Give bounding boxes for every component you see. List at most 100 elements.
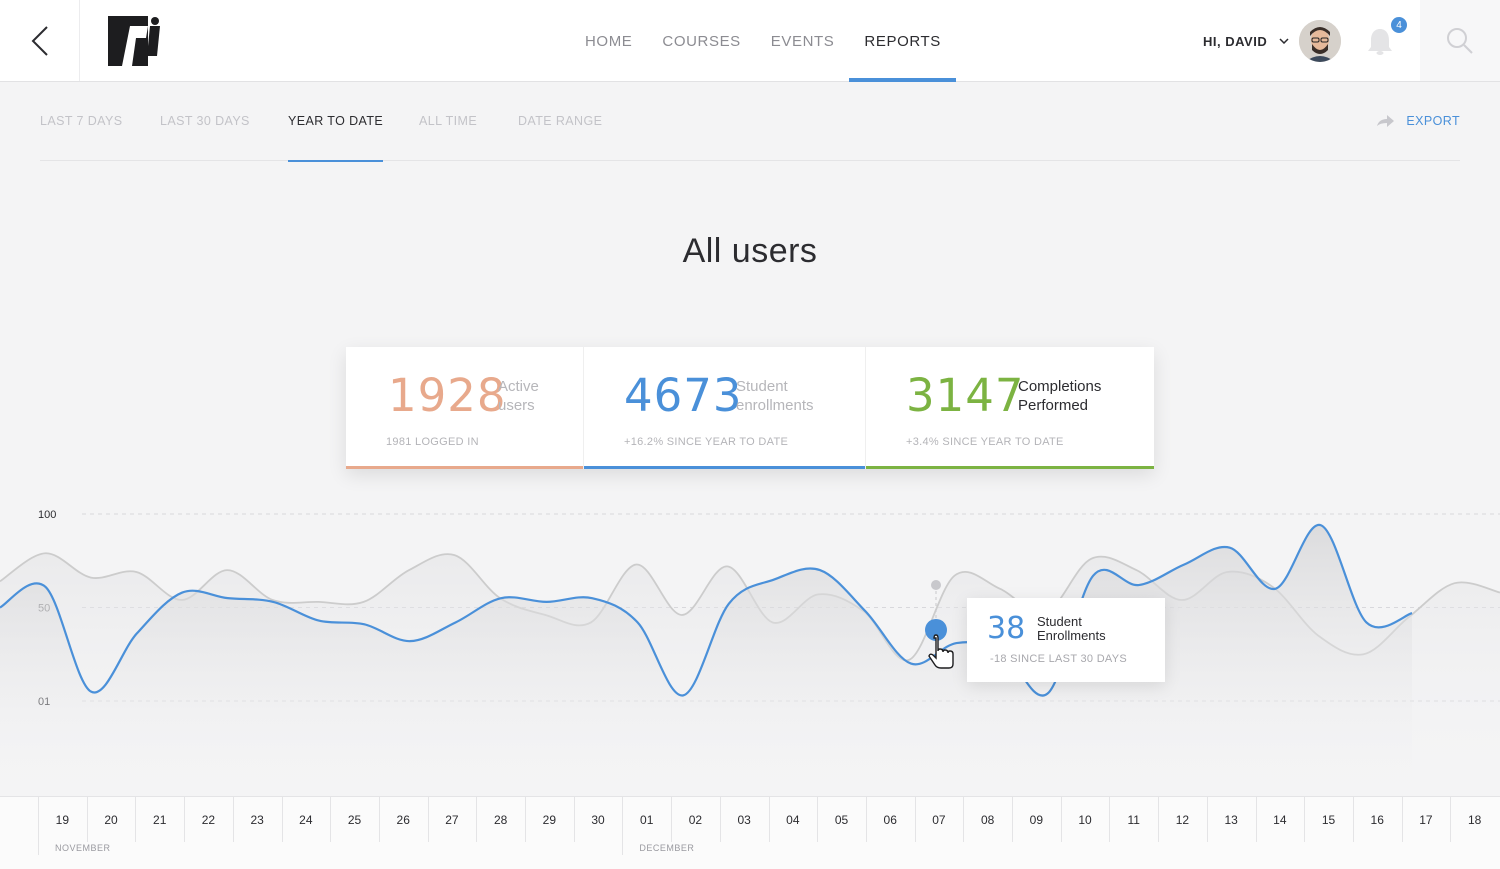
date-cell[interactable]: 17 [1419,812,1433,827]
date-cell[interactable]: 04 [786,812,800,827]
date-cell[interactable]: 24 [299,812,313,827]
date-cell[interactable]: 16 [1370,812,1384,827]
stat-card-completions[interactable]: 3147 Completions Performed +3.4% SINCE Y… [866,347,1154,469]
share-arrow-icon [1377,115,1395,127]
tooltip-sub: -18 SINCE LAST 30 DAYS [990,653,1128,665]
main-nav: HOME COURSES EVENTS REPORTS [570,0,957,82]
month-label: NOVEMBER [55,843,111,853]
chevron-left-icon [31,25,48,56]
stat-label-line2: enrollments [736,397,814,414]
date-divider [817,797,819,842]
date-cell[interactable]: 21 [153,812,167,827]
comparison-point [931,580,941,590]
date-divider [1450,797,1452,842]
nav-item-courses[interactable]: COURSES [662,32,741,50]
date-cell[interactable]: 23 [250,812,264,827]
date-cell[interactable]: 13 [1224,812,1238,827]
page-title: All users [682,232,818,270]
nav-item-home[interactable]: HOME [585,32,633,50]
date-divider [281,797,283,842]
user-menu[interactable]: HI, DAVID [1203,0,1289,82]
bell-icon [1368,29,1392,55]
search-button[interactable] [1420,0,1500,81]
date-cell[interactable]: 19 [55,812,70,827]
date-cell[interactable]: 08 [980,812,995,827]
series-area [0,524,1412,796]
stat-value: 3147 [906,369,1025,422]
date-cell[interactable]: 11 [1127,812,1140,827]
hand-cursor-icon [928,634,954,669]
date-cell[interactable]: 27 [445,812,459,827]
date-divider [719,797,721,842]
filter-tab-last-30-days[interactable]: LAST 30 DAYS [160,114,250,128]
date-cell[interactable]: 03 [737,812,751,827]
tooltip-label-line1: Student [1037,614,1082,629]
date-divider [135,797,137,842]
date-cell[interactable]: 01 [640,812,654,827]
date-divider [184,797,186,842]
stat-label-line1: Student [736,378,788,395]
date-divider [768,797,770,842]
date-cell[interactable]: 30 [591,812,605,827]
date-divider [1401,797,1403,842]
date-cell[interactable]: 22 [201,812,216,827]
stat-accent-bar [866,466,1154,469]
date-cell[interactable]: 29 [542,812,557,827]
chart-tooltip: 38 Student Enrollments -18 SINCE LAST 30… [967,598,1165,682]
stat-label: Completions Performed [1018,377,1101,415]
stat-value: 4673 [624,369,743,422]
export-label: EXPORT [1406,114,1460,128]
avatar[interactable] [1299,20,1341,62]
date-divider [1255,797,1257,842]
date-divider [573,797,575,842]
date-cell[interactable]: 28 [493,812,508,827]
date-divider [1012,797,1013,842]
date-cell[interactable]: 09 [1029,812,1044,827]
stat-card-active-users[interactable]: 1928 Active users 1981 LOGGED IN [346,347,584,469]
stat-cards: 1928 Active users 1981 LOGGED IN 4673 St… [346,347,1154,469]
stat-sub: +16.2% SINCE YEAR TO DATE [624,436,789,448]
date-cell[interactable]: 10 [1078,812,1092,827]
date-divider [963,797,965,842]
stat-card-student-enrollments[interactable]: 4673 Student enrollments +16.2% SINCE YE… [584,347,866,469]
month-label: DECEMBER [639,843,695,853]
date-divider [330,797,332,842]
filter-tab-last-7-days[interactable]: LAST 7 DAYS [40,114,123,128]
nav-item-reports[interactable]: REPORTS [849,0,957,82]
date-cell[interactable]: 02 [688,812,703,827]
back-button[interactable] [0,0,80,81]
export-button[interactable]: EXPORT [1377,114,1460,128]
date-cell[interactable]: 05 [834,812,849,827]
tooltip-value: 38 [987,611,1026,646]
date-cell[interactable]: 20 [104,812,118,827]
highlight-point[interactable] [925,618,947,641]
date-divider [1060,797,1062,842]
date-divider [232,797,234,842]
stat-label-line1: Completions [1018,378,1102,395]
filter-tab-year-to-date[interactable]: YEAR TO DATE [288,100,384,162]
date-divider [1109,797,1111,842]
app-logo[interactable] [108,16,160,66]
tooltip-label: Student Enrollments [1037,615,1106,643]
date-axis: 19 20 21 22 23 24 25 26 27 28 29 30 01 02 03 04 05 06 07 08… [0,796,1500,869]
notifications-button[interactable] [1366,26,1394,56]
stat-label-line2: users [498,397,535,414]
user-photo-icon [1299,20,1341,62]
stat-label-line1: Active [498,378,539,395]
y-tick-label: 100 [38,509,56,521]
date-filter-tabs: LAST 7 DAYS LAST 30 DAYS YEAR TO DATE ALL T… [40,100,1460,162]
date-cell[interactable]: 12 [1175,812,1190,827]
stat-accent-bar [584,466,865,469]
date-cell[interactable]: 14 [1273,812,1287,827]
date-cell[interactable]: 18 [1467,812,1482,827]
date-cell[interactable]: 15 [1321,812,1336,827]
month-divider [622,842,624,855]
date-cell[interactable]: 06 [883,812,897,827]
date-cell[interactable]: 25 [347,812,362,827]
filter-tab-date-range[interactable]: DATE RANGE [518,114,603,128]
date-cell[interactable]: 26 [396,812,410,827]
nav-item-events[interactable]: EVENTS [770,32,835,50]
logo-icon [108,16,160,66]
filter-tab-all-time[interactable]: ALL TIME [419,114,478,128]
date-cell[interactable]: 07 [932,812,946,827]
